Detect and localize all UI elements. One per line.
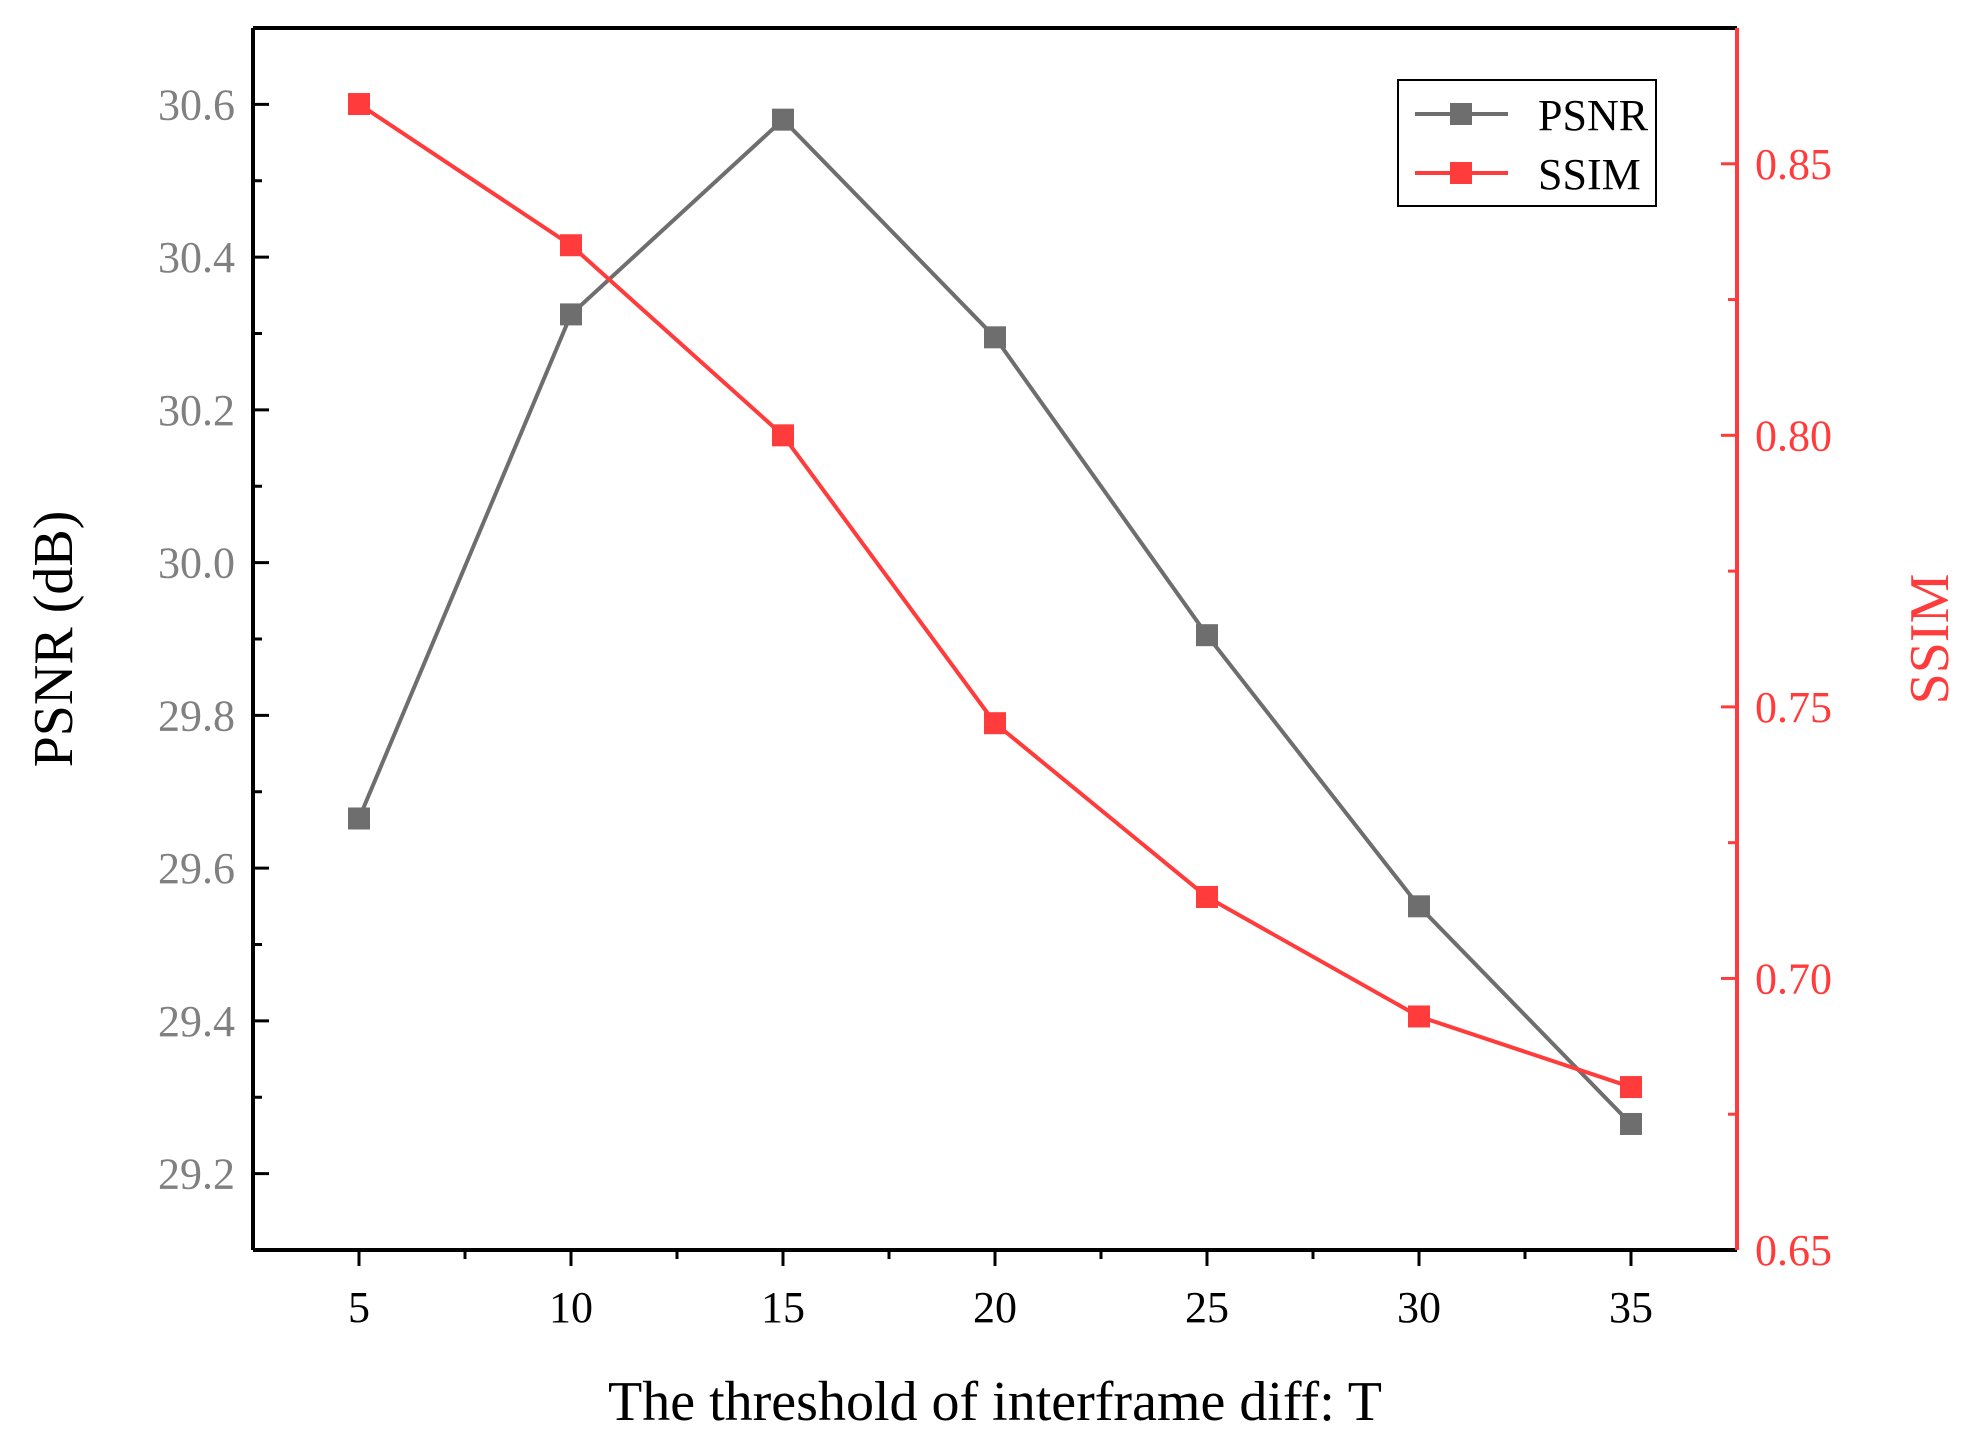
right-tick-label: 0.65 bbox=[1755, 1226, 1832, 1275]
legend-ssim-label: SSIM bbox=[1538, 150, 1641, 199]
data-point-psnr bbox=[560, 303, 582, 326]
y2-axis-title: SSIM bbox=[1899, 574, 1961, 705]
right-tick-label: 0.80 bbox=[1755, 411, 1832, 460]
data-point-ssim bbox=[560, 234, 582, 257]
left-tick-label: 29.4 bbox=[158, 997, 235, 1046]
legend-psnr-label: PSNR bbox=[1538, 91, 1649, 140]
x-tick-label: 30 bbox=[1397, 1283, 1441, 1332]
x-tick-label: 5 bbox=[348, 1283, 370, 1332]
data-point-psnr bbox=[1196, 624, 1218, 647]
data-point-ssim bbox=[984, 712, 1006, 735]
right-axis-ticks: 0.65 0.70 0.75 0.80 0.85 bbox=[1721, 140, 1832, 1275]
legend-ssim-marker bbox=[1450, 162, 1472, 184]
x-axis-ticks: 5 10 15 20 25 30 35 bbox=[348, 1250, 1653, 1332]
series-layer bbox=[348, 93, 1642, 1135]
data-point-psnr bbox=[1620, 1112, 1642, 1135]
data-point-ssim bbox=[772, 424, 794, 447]
x-axis-title: The threshold of interframe diff: T bbox=[608, 1371, 1382, 1433]
left-tick-label: 29.6 bbox=[158, 844, 235, 893]
right-tick-label: 0.75 bbox=[1755, 683, 1832, 732]
left-tick-label: 30.0 bbox=[158, 539, 235, 588]
data-point-ssim bbox=[1620, 1076, 1642, 1099]
legend-psnr-marker bbox=[1450, 103, 1472, 125]
left-tick-label: 30.6 bbox=[158, 80, 235, 129]
x-tick-label: 20 bbox=[973, 1283, 1017, 1332]
y-axis-title: PSNR (dB) bbox=[23, 511, 85, 768]
x-tick-label: 35 bbox=[1609, 1283, 1653, 1332]
left-axis-ticks: 29.2 29.4 29.6 29.8 30.0 30.2 30.4 30.6 bbox=[158, 80, 269, 1199]
right-tick-label: 0.70 bbox=[1755, 954, 1832, 1003]
data-point-ssim bbox=[1408, 1005, 1430, 1028]
x-tick-label: 25 bbox=[1185, 1283, 1229, 1332]
left-tick-label: 30.4 bbox=[158, 233, 235, 282]
left-tick-label: 30.2 bbox=[158, 386, 235, 435]
data-point-ssim bbox=[348, 93, 370, 116]
left-tick-label: 29.2 bbox=[158, 1150, 235, 1199]
left-tick-label: 29.8 bbox=[158, 691, 235, 740]
data-point-psnr bbox=[348, 807, 370, 830]
right-tick-label: 0.85 bbox=[1755, 140, 1832, 189]
data-point-ssim bbox=[1196, 885, 1218, 908]
legend-box bbox=[1397, 79, 1657, 207]
x-tick-label: 15 bbox=[761, 1283, 805, 1332]
data-point-psnr bbox=[984, 326, 1006, 349]
legend: PSNR SSIM bbox=[1397, 79, 1657, 207]
data-point-psnr bbox=[1408, 895, 1430, 918]
x-tick-label: 10 bbox=[549, 1283, 593, 1332]
data-point-psnr bbox=[772, 108, 794, 131]
